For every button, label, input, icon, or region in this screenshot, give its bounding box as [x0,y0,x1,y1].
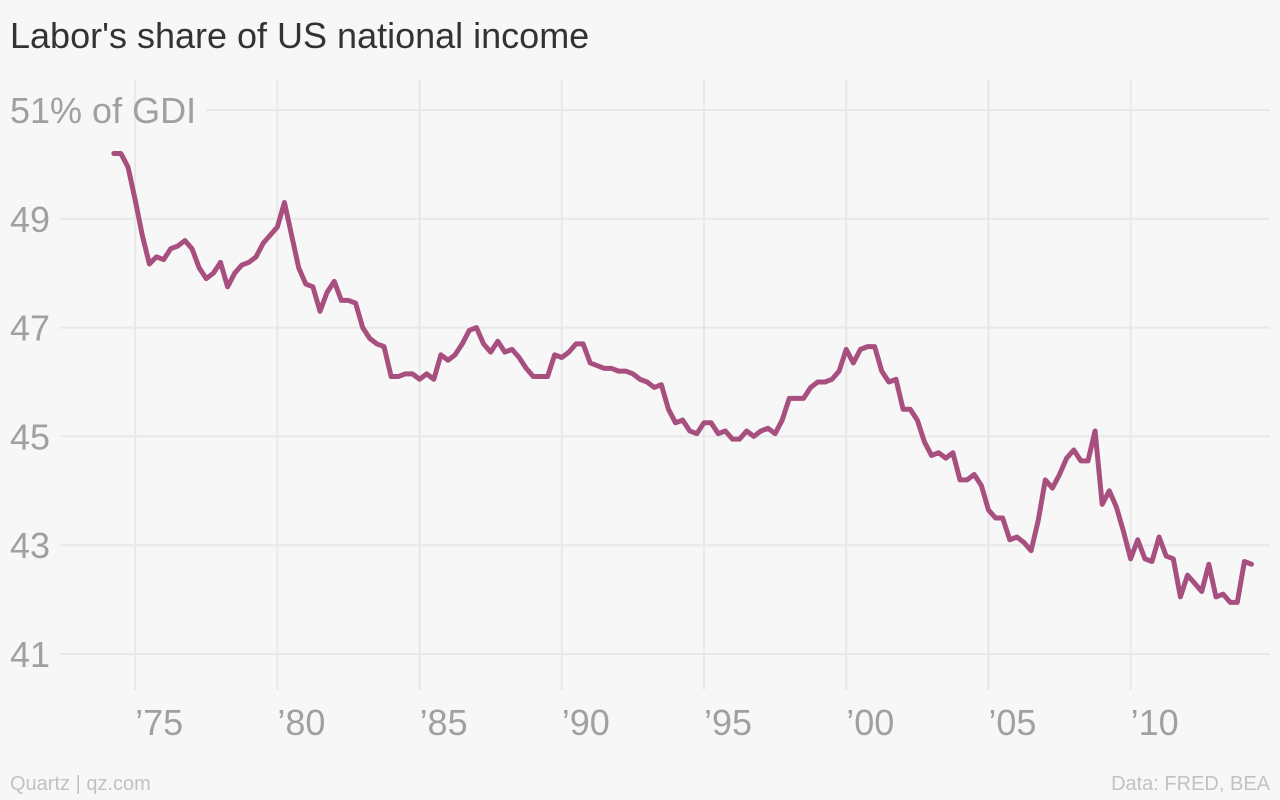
y-tick-label: 51% of GDI [10,90,196,131]
source: Data: FRED, BEA [1111,773,1271,795]
y-tick-label: 49 [10,199,50,240]
grid [60,80,1270,690]
x-tick-label: ’85 [420,702,468,743]
y-tick-label: 45 [10,416,50,457]
chart-title: Labor's share of US national income [10,15,589,56]
credit: Quartz | qz.com [10,773,151,795]
y-tick-label: 41 [10,634,50,675]
y-tick-label: 47 [10,308,50,349]
x-tick-label: ’95 [704,702,752,743]
x-tick-label: ’00 [846,702,894,743]
y-tick-label: 43 [10,525,50,566]
x-tick-label: ’05 [988,702,1036,743]
x-tick-label: ’75 [135,702,183,743]
data-line [111,151,1255,605]
x-tick-label: ’80 [277,702,325,743]
x-tick-label: ’10 [1131,702,1179,743]
x-tick-label: ’90 [562,702,610,743]
